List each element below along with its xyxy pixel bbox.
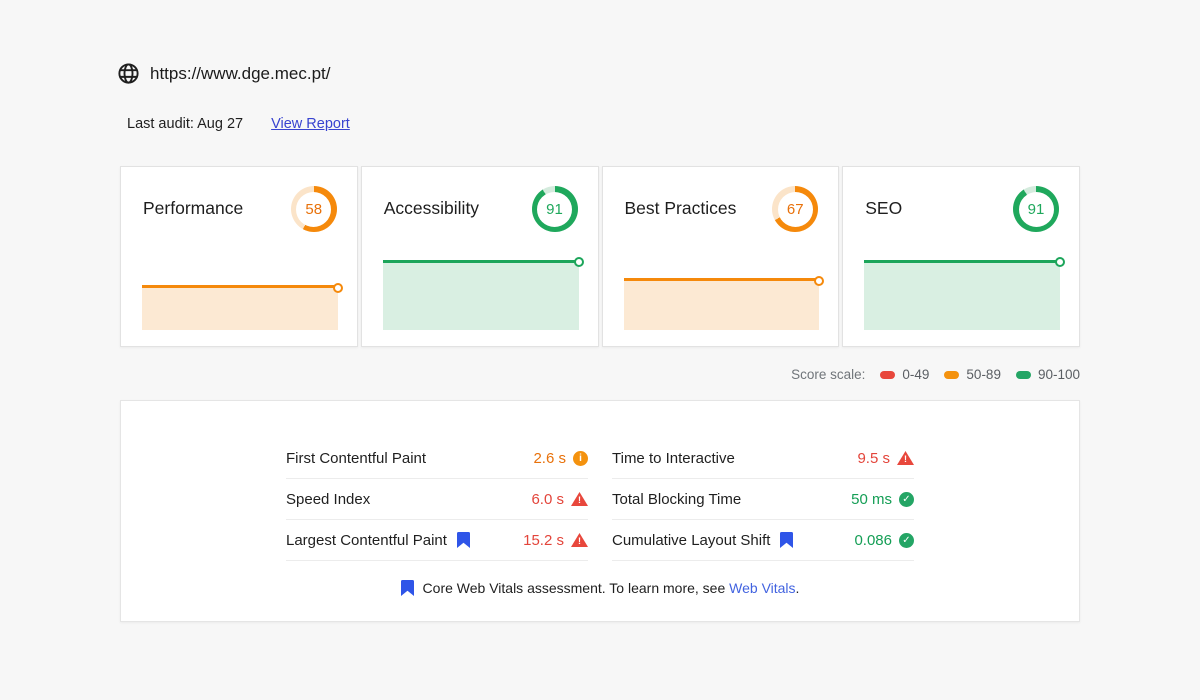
metric-value: 9.5 s (857, 449, 890, 467)
green-range-pill-icon (1015, 370, 1031, 379)
metric-label: Largest Contentful Paint (286, 531, 447, 549)
trend-endpoint-dot (573, 257, 584, 268)
legend-range-text: 0-49 (902, 367, 930, 382)
metric-value: 15.2 s (523, 531, 564, 549)
status-info-icon (573, 450, 588, 466)
score-trend-chart (382, 253, 584, 330)
score-value: 58 (305, 200, 323, 218)
bookmark-icon (456, 532, 470, 548)
bookmark-icon (400, 580, 414, 596)
metric-value: 2.6 s (533, 449, 566, 467)
score-gauge: 67 (772, 186, 819, 232)
card-title: Performance (143, 198, 244, 218)
trend-endpoint-dot (814, 275, 825, 286)
metric-row-speed-index: Speed Index 6.0 s (286, 479, 588, 520)
metric-row-time-to-interactive: Time to Interactive 9.5 s (612, 438, 914, 479)
status-check-icon (899, 491, 914, 507)
audited-url-row: https://www.dge.mec.pt/ (117, 62, 330, 85)
score-trend-chart (142, 253, 343, 330)
trend-area (382, 257, 584, 330)
trend-area (864, 257, 1065, 330)
card-title: SEO (865, 198, 903, 218)
status-warning-icon (897, 451, 914, 465)
orange-range-pill-icon (944, 370, 960, 379)
trend-endpoint-dot (332, 282, 343, 293)
cwv-text-after: . (795, 580, 800, 596)
metric-label: Time to Interactive (612, 449, 735, 467)
score-value: 91 (546, 200, 563, 218)
legend-range-fail: 0-49 (880, 367, 929, 382)
legend-range-text: 50-89 (966, 367, 1001, 382)
score-trend-chart (864, 253, 1065, 330)
cwv-note-text: Core Web Vitals assessment. To learn mor… (423, 580, 800, 596)
score-gauge-inner: 91 (1018, 191, 1054, 227)
metric-row-largest-contentful-paint: Largest Contentful Paint 15.2 s (286, 520, 588, 561)
score-cards: Performance 58 Accessibility 91 (120, 166, 1080, 347)
score-card-performance: Performance 58 (120, 166, 358, 347)
metric-label: Cumulative Layout Shift (612, 531, 771, 549)
metric-label: Speed Index (286, 490, 371, 508)
audited-url: https://www.dge.mec.pt/ (150, 63, 331, 83)
score-scale-legend: Score scale: 0-49 50-89 90-100 (791, 367, 1080, 382)
score-trend-chart (623, 253, 825, 330)
score-gauge: 58 (290, 186, 337, 232)
view-report-link[interactable]: View Report (271, 116, 350, 132)
score-gauge-inner: 58 (296, 191, 332, 227)
trend-area (142, 282, 343, 330)
card-title: Best Practices (624, 198, 737, 218)
status-warning-icon (571, 492, 588, 506)
cwv-text-before: Core Web Vitals assessment. To learn mor… (422, 580, 726, 596)
score-gauge-inner: 67 (777, 191, 813, 227)
metric-row-cumulative-layout-shift: Cumulative Layout Shift 0.086 (612, 520, 914, 561)
metric-row-first-contentful-paint: First Contentful Paint 2.6 s (286, 438, 588, 479)
score-card-accessibility: Accessibility 91 (360, 166, 599, 347)
status-warning-icon (571, 533, 588, 547)
metrics-panel: First Contentful Paint 2.6 s Time to Int… (120, 400, 1080, 622)
score-value: 91 (1027, 200, 1045, 218)
globe-icon (117, 62, 140, 85)
audit-info-row: Last audit: Aug 27 View Report (127, 116, 350, 132)
core-web-vitals-note: Core Web Vitals assessment. To learn mor… (121, 580, 1079, 596)
score-scale-label: Score scale: (791, 367, 866, 382)
metric-label: Total Blocking Time (612, 490, 742, 508)
score-value: 67 (786, 200, 804, 218)
score-gauge: 91 (1013, 186, 1059, 232)
score-gauge: 91 (531, 186, 578, 232)
metric-value: 50 ms (851, 490, 892, 508)
status-check-icon (899, 532, 914, 548)
metric-value: 0.086 (854, 531, 892, 549)
web-vitals-link[interactable]: Web Vitals (729, 580, 796, 596)
score-gauge-inner: 91 (537, 191, 572, 227)
trend-endpoint-dot (1055, 257, 1065, 268)
metric-value: 6.0 s (531, 490, 564, 508)
metrics-table: First Contentful Paint 2.6 s Time to Int… (286, 438, 914, 561)
score-card-seo: SEO 91 (842, 166, 1080, 347)
metric-row-total-blocking-time: Total Blocking Time 50 ms (612, 479, 914, 520)
last-audit-label: Last audit: Aug 27 (127, 116, 244, 132)
metric-label: First Contentful Paint (286, 449, 427, 467)
legend-range-text: 90-100 (1037, 367, 1080, 382)
bookmark-icon (780, 532, 794, 548)
trend-area (623, 275, 825, 330)
legend-range-good: 90-100 (1015, 367, 1080, 382)
red-range-pill-icon (880, 370, 896, 379)
score-card-best-practices: Best Practices 67 (601, 166, 840, 347)
legend-range-average: 50-89 (944, 367, 1001, 382)
card-title: Accessibility (383, 198, 480, 218)
